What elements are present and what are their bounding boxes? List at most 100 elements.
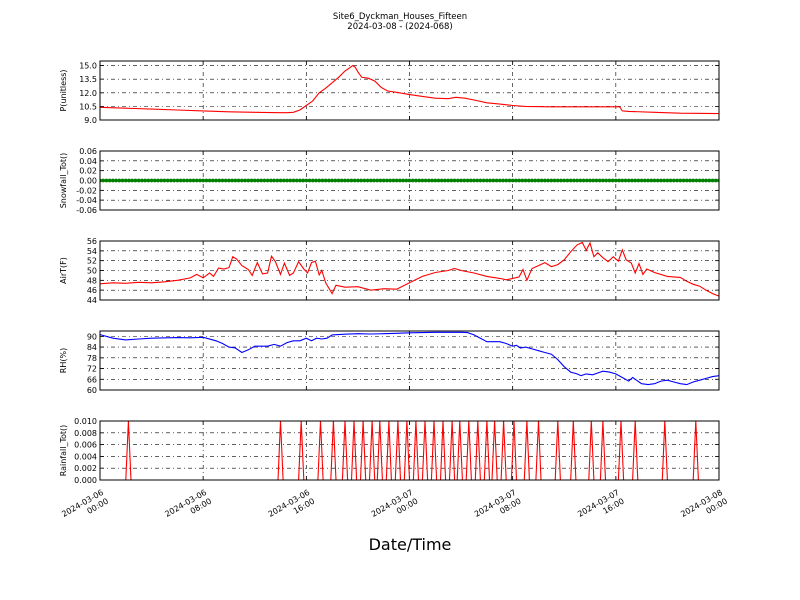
series-marker	[320, 178, 325, 183]
series-marker	[652, 178, 657, 183]
y-tick-label: 13.5	[79, 75, 97, 84]
panel-data-4	[100, 331, 719, 386]
series-marker	[304, 178, 309, 183]
y-tick-label: 0.010	[74, 417, 97, 426]
series-marker	[426, 178, 431, 183]
panel-frame	[99, 150, 720, 211]
series-marker	[220, 178, 225, 183]
y-tick-label: 84	[87, 343, 97, 352]
y-tick-label: 56	[87, 237, 97, 246]
series-marker	[562, 178, 567, 183]
series-marker	[407, 178, 412, 183]
series-marker	[336, 178, 341, 183]
series-marker	[243, 178, 247, 183]
y-tick-label: 50	[87, 267, 97, 276]
series-marker	[694, 178, 699, 183]
y-tick-label: 0.06	[79, 147, 97, 156]
series-marker	[159, 178, 164, 183]
series-marker	[388, 178, 393, 183]
panel-frame	[99, 60, 720, 121]
series-marker	[207, 178, 212, 183]
series-marker	[375, 178, 380, 183]
y-tick-label: 54	[87, 247, 97, 256]
series-marker	[639, 178, 644, 183]
series-marker	[623, 178, 628, 183]
series-marker	[707, 178, 712, 183]
series-marker	[665, 178, 670, 183]
panel-frame	[99, 240, 720, 301]
series-marker	[123, 178, 128, 183]
y-tick-label: -0.06	[76, 206, 97, 215]
series-marker	[227, 178, 231, 183]
series-marker	[530, 178, 534, 183]
series-marker	[604, 178, 609, 183]
y-tick-label: 0.02	[79, 167, 97, 176]
series-marker	[620, 178, 625, 183]
series-marker	[552, 178, 557, 183]
y-tick-label: 78	[87, 354, 97, 363]
y-tick-label: 0.008	[74, 429, 97, 438]
series-marker	[262, 178, 267, 183]
series-marker	[323, 178, 328, 183]
series-marker	[307, 178, 312, 183]
figure-title-line2: 2024-03-08 - (2024-068)	[347, 22, 452, 32]
y-tick-label: 66	[87, 375, 97, 384]
panel-data-5	[100, 421, 719, 480]
y-axis-label: Snowfall_Tot()	[59, 153, 68, 209]
panel-frame	[99, 330, 720, 391]
series-marker	[349, 178, 354, 183]
series-marker	[626, 178, 631, 183]
y-axis-label: P(unitless)	[59, 69, 68, 111]
series-marker	[133, 178, 138, 183]
series-marker	[223, 178, 228, 183]
series-marker	[636, 178, 641, 183]
series-marker	[339, 178, 344, 183]
series-marker	[565, 178, 570, 183]
series-marker	[294, 178, 299, 183]
series-marker	[449, 178, 454, 183]
y-tick-label: 0.00	[79, 177, 97, 186]
series-marker	[107, 178, 112, 183]
series-marker	[649, 178, 654, 183]
y-tick-label: 48	[87, 276, 97, 285]
series-marker	[317, 178, 322, 183]
figure-title-line1: Site6_Dyckman_Houses_Fifteen	[333, 12, 467, 22]
series-marker	[204, 178, 209, 183]
panel-5: 0.000 0.002 0.004 0.006 0.008 0.010 Rainfall_T…	[59, 417, 720, 485]
series-marker	[668, 178, 673, 183]
series-marker	[662, 178, 667, 183]
series-marker	[543, 178, 547, 183]
y-tick-label: 46	[87, 286, 97, 295]
series-marker	[172, 178, 177, 183]
series-marker	[539, 178, 544, 183]
series-marker	[433, 178, 438, 183]
series-marker	[501, 178, 505, 183]
panel-1: 9.0 10.5 12.0 13.5 15.0 P(unitless)	[59, 60, 720, 125]
y-tick-label: 0.04	[79, 157, 97, 166]
series-marker	[249, 178, 254, 183]
series-marker	[678, 178, 683, 183]
series-marker	[156, 178, 160, 183]
series-marker	[256, 178, 260, 183]
series-marker	[194, 178, 199, 183]
series-spikes	[100, 421, 719, 480]
series-marker	[588, 178, 592, 183]
y-tick-label: 9.0	[84, 116, 97, 125]
y-tick-label: 60	[87, 386, 97, 395]
series-marker	[601, 178, 605, 183]
series-marker	[265, 178, 270, 183]
series-marker	[165, 178, 170, 183]
series-marker	[475, 178, 480, 183]
series-marker	[549, 178, 554, 183]
y-tick-label: 12.0	[79, 89, 97, 98]
series-marker	[272, 178, 276, 183]
series-marker	[327, 178, 331, 183]
y-axis-label: AirT(F)	[59, 257, 68, 284]
y-tick-label: -0.04	[76, 196, 97, 205]
series-marker	[452, 178, 457, 183]
series-marker	[584, 178, 589, 183]
series-marker	[646, 178, 650, 183]
series-marker	[275, 178, 280, 183]
